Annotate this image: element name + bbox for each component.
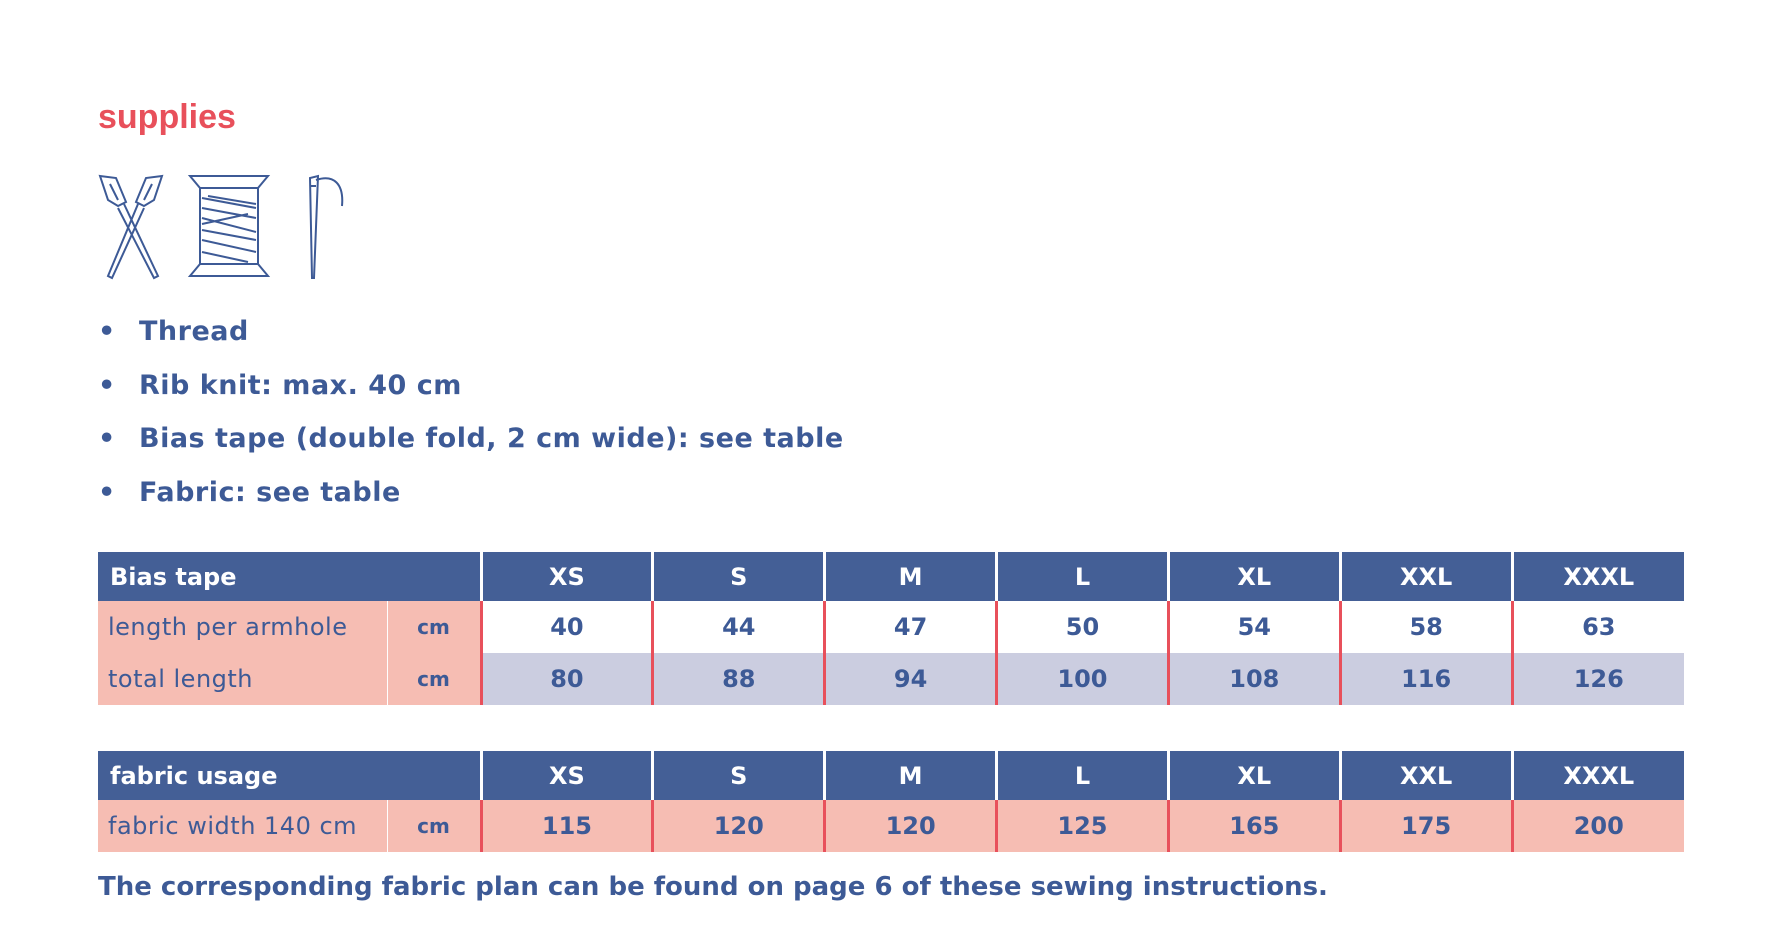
value-cell: 54 <box>1166 601 1341 653</box>
value-cell: 165 <box>1166 800 1341 852</box>
unit: cm <box>386 601 482 653</box>
unit: cm <box>386 800 482 852</box>
list-item: Thread <box>98 316 844 370</box>
header-row: fabric usage XS S M L XL XXL XXXL <box>98 751 1684 800</box>
value-cell: 88 <box>651 653 825 705</box>
header-cell: S <box>651 751 825 800</box>
header-cell: M <box>823 552 997 601</box>
table-row: fabric width 140 cm cm 115 120 120 125 165 175 2… <box>98 800 1684 852</box>
value-cell: 175 <box>1338 800 1513 852</box>
table-row: length per armhole cm 40 44 47 50 54 58 63 <box>98 601 1684 653</box>
value-cell: 58 <box>1338 601 1513 653</box>
supply-icons <box>98 174 344 280</box>
header-cell: L <box>995 552 1169 601</box>
footer-note: The corresponding fabric plan can be fou… <box>98 872 1328 902</box>
value-cell: 200 <box>1510 800 1684 852</box>
list-item: Fabric: see table <box>98 477 844 531</box>
value-cell: 115 <box>479 800 653 852</box>
header-cell: XXXL <box>1510 751 1684 800</box>
value-cell: 100 <box>995 653 1169 705</box>
value-cell: 125 <box>995 800 1169 852</box>
header-row: Bias tape XS S M L XL XXL XXXL <box>98 552 1684 601</box>
table-row: total length cm 80 88 94 100 108 116 126 <box>98 653 1684 705</box>
value-cell: 120 <box>823 800 997 852</box>
list-item: Bias tape (double fold, 2 cm wide): see … <box>98 423 844 477</box>
value-cell: 44 <box>651 601 825 653</box>
row-label: fabric width 140 cm <box>98 800 387 852</box>
header-cell: XL <box>1166 552 1341 601</box>
header-cell: Bias tape <box>98 552 482 601</box>
header-cell: XS <box>479 751 653 800</box>
list-item: Rib knit: max. 40 cm <box>98 370 844 424</box>
value-cell: 40 <box>479 601 653 653</box>
value-cell: 94 <box>823 653 997 705</box>
title: supplies <box>98 98 236 136</box>
header-cell: XXXL <box>1510 552 1684 601</box>
header-cell: fabric usage <box>98 751 482 800</box>
value-cell: 50 <box>995 601 1169 653</box>
value-cell: 80 <box>479 653 653 705</box>
supply-list: ThreadRib knit: max. 40 cmBias tape (dou… <box>98 316 844 530</box>
header-cell: XXL <box>1338 751 1513 800</box>
header-cell: XXL <box>1338 552 1513 601</box>
value-cell: 108 <box>1166 653 1341 705</box>
bias-tape-table: Bias tape XS S M L XL XXL XXXL length per armhol… <box>98 552 1684 705</box>
header-cell: XS <box>479 552 653 601</box>
header-cell: XL <box>1166 751 1341 800</box>
header-cell: L <box>995 751 1169 800</box>
header-cell: M <box>823 751 997 800</box>
value-cell: 120 <box>651 800 825 852</box>
fabric-usage-table: fabric usage XS S M L XL XXL XXXL fabric width 1… <box>98 751 1684 852</box>
value-cell: 126 <box>1510 653 1684 705</box>
unit: cm <box>386 653 482 705</box>
header-cell: S <box>651 552 825 601</box>
value-cell: 116 <box>1338 653 1513 705</box>
row-label: length per armhole <box>98 601 387 653</box>
row-label: total length <box>98 653 387 705</box>
value-cell: 47 <box>823 601 997 653</box>
value-cell: 63 <box>1510 601 1684 653</box>
